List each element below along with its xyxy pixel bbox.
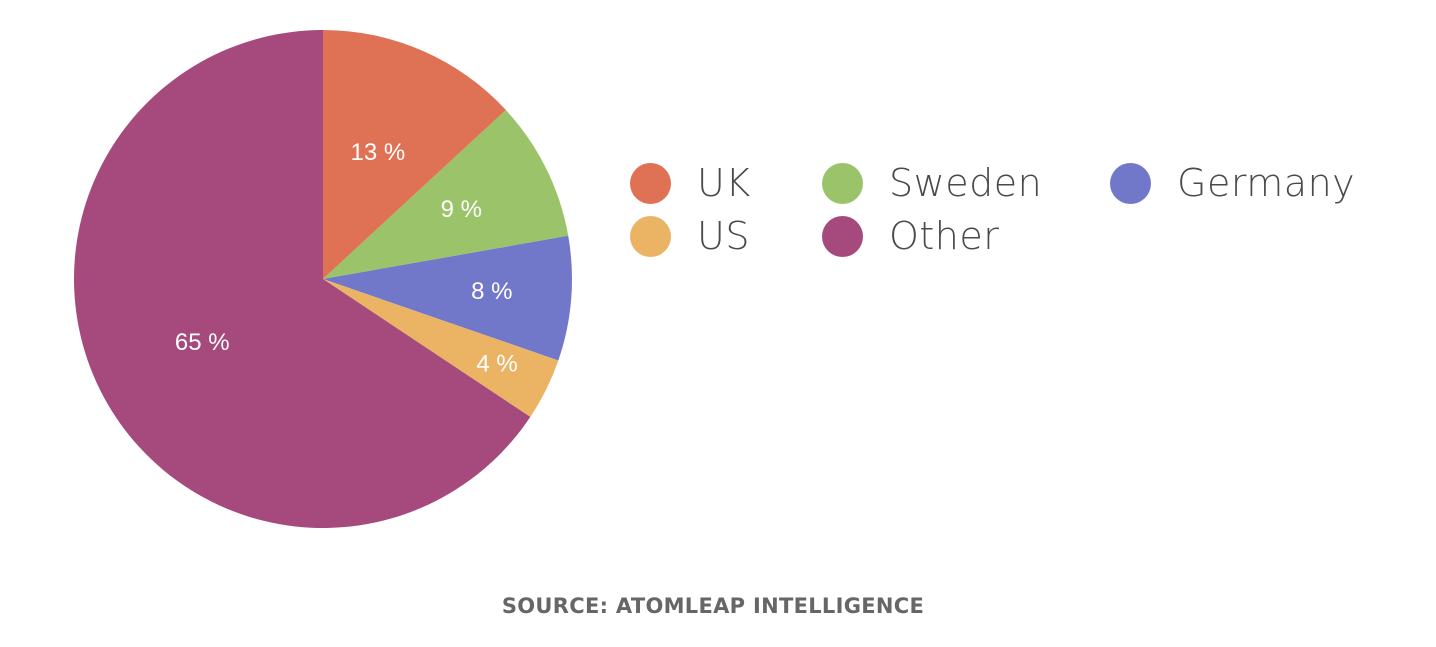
legend-item-sweden: Sweden [822, 158, 1042, 208]
legend-swatch-us [630, 215, 671, 257]
legend-item-us: US [630, 211, 750, 261]
source-note: SOURCE: ATOMLEAP INTELLIGENCE [501, 594, 925, 618]
pie-label-sweden: 9 % [441, 196, 482, 223]
pie-slice-uk [323, 30, 506, 279]
pie-label-uk: 13 % [351, 139, 406, 166]
pie-slice-sweden [323, 110, 569, 280]
pie-slice-other [73, 30, 531, 528]
legend-label-sweden: Sweden [889, 161, 1043, 205]
legend-item-uk: UK [630, 158, 751, 208]
legend-item-germany: Germany [1110, 158, 1355, 208]
legend-label-us: US [697, 214, 750, 258]
pie-label-other: 65 % [175, 329, 230, 356]
legend-label-germany: Germany [1177, 161, 1356, 205]
legend-swatch-other [822, 215, 863, 257]
pie-slice-germany [323, 235, 572, 361]
legend-swatch-sweden [822, 162, 863, 204]
pie-slice-us [323, 279, 559, 417]
pie-chart: 13 % 9 % 8 % 4 % 65 % [73, 30, 572, 528]
pie-label-us: 4 % [476, 351, 517, 378]
legend-label-other: Other [889, 214, 1000, 258]
pie-label-germany: 8 % [471, 278, 512, 305]
legend-swatch-uk [630, 162, 671, 204]
legend-label-uk: UK [697, 161, 751, 205]
legend-swatch-germany [1110, 162, 1151, 204]
legend-item-other: Other [822, 211, 999, 261]
